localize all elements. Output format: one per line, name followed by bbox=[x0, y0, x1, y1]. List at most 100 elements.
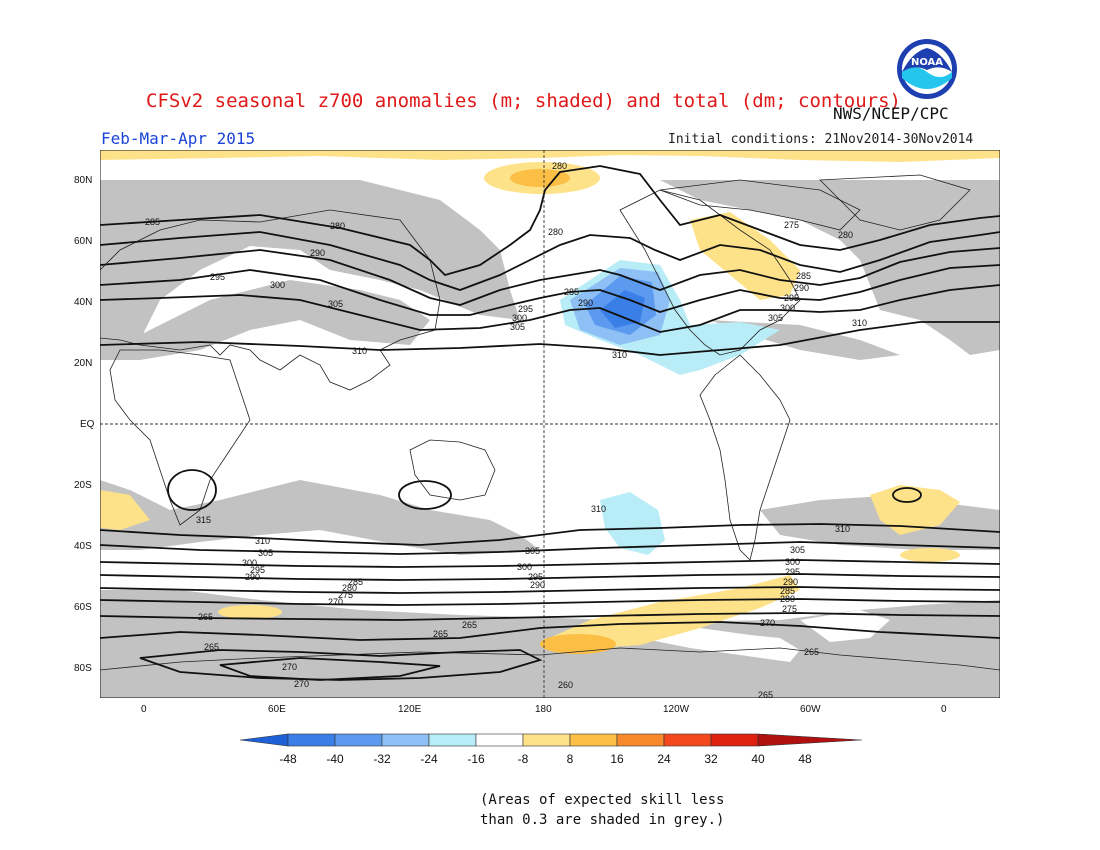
lat-label: 40S bbox=[74, 541, 92, 552]
noaa-logo: NOAA bbox=[897, 39, 957, 99]
z700-anomaly-map: 280 285 280 290 295 300 305 310 280 285 … bbox=[100, 150, 1000, 698]
contour-label-305-f: 305 bbox=[258, 548, 273, 558]
contour-label-290-b: 290 bbox=[578, 298, 593, 308]
colorbar-arrow-high bbox=[757, 733, 862, 747]
contour-label-280-b: 280 bbox=[548, 227, 563, 237]
contour-label-305: 305 bbox=[328, 299, 343, 309]
contour-label-285-c: 285 bbox=[796, 271, 811, 281]
colorbar-swatch bbox=[569, 733, 618, 747]
skill-footnote-line1: (Areas of expected skill less bbox=[480, 792, 725, 808]
contour-label-310-f: 310 bbox=[255, 536, 270, 546]
contour-label-295: 295 bbox=[210, 272, 225, 282]
contour-labels: 280 285 280 290 295 300 305 310 280 285 … bbox=[145, 161, 867, 698]
colorbar-label: 16 bbox=[610, 752, 624, 766]
lon-label: 120W bbox=[663, 704, 690, 715]
lon-label: 60E bbox=[268, 704, 286, 715]
contour-label-290-c: 290 bbox=[794, 283, 809, 293]
contour-label-290: 290 bbox=[310, 248, 325, 258]
contour-label-305-b: 305 bbox=[510, 322, 525, 332]
contour-label-290-g: 290 bbox=[530, 580, 545, 590]
colorbar-swatch bbox=[334, 733, 383, 747]
colorbar-label: -48 bbox=[279, 752, 297, 766]
contour-label-265-e: 265 bbox=[804, 647, 819, 657]
colorbar-swatch bbox=[616, 733, 665, 747]
contour-label-300-g: 300 bbox=[517, 562, 532, 572]
contour-label-300-h: 300 bbox=[785, 557, 800, 567]
contour-label-305-c: 305 bbox=[768, 313, 783, 323]
anomaly-colorbar: -48 -40 -32 -24 -16 -8 8 16 24 32 40 48 bbox=[240, 733, 862, 766]
contour-label-290-f: 290 bbox=[245, 572, 260, 582]
lat-label: 20N bbox=[74, 358, 93, 369]
contour-label-275: 275 bbox=[784, 220, 799, 230]
lon-label: 60W bbox=[800, 704, 821, 715]
contour-label-280: 280 bbox=[330, 221, 345, 231]
contour-label-305-h: 305 bbox=[790, 545, 805, 555]
agency-label: NWS/NCEP/CPC bbox=[833, 104, 949, 123]
contours bbox=[100, 165, 1000, 681]
contour-label-285-b: 285 bbox=[564, 287, 579, 297]
contour-label-280-h: 280 bbox=[780, 594, 795, 604]
colorbar-swatch bbox=[663, 733, 712, 747]
contour-label-300-c: 300 bbox=[780, 303, 795, 313]
colorbar-label: -32 bbox=[373, 752, 391, 766]
skill-footnote-line2: than 0.3 are shaded in grey.) bbox=[480, 812, 725, 828]
contour-label-285: 285 bbox=[145, 217, 160, 227]
colorbar-label: 48 bbox=[798, 752, 812, 766]
chart-title: CFSv2 seasonal z700 anomalies (m; shaded… bbox=[146, 90, 901, 112]
contour-label-275-h: 275 bbox=[782, 604, 797, 614]
lon-label: 0 bbox=[941, 704, 947, 715]
contour-label-300-f: 300 bbox=[242, 558, 257, 568]
lat-label: 20S bbox=[74, 480, 92, 491]
lat-label: 80S bbox=[74, 663, 92, 674]
lon-label: 0 bbox=[141, 704, 147, 715]
contour-label-295-h: 295 bbox=[785, 567, 800, 577]
lat-label: 60N bbox=[74, 236, 93, 247]
contour-label-265-a: 265 bbox=[198, 612, 213, 622]
coastlines bbox=[100, 174, 1000, 671]
contour-label-265-f: 265 bbox=[758, 690, 773, 698]
colorbar-swatch bbox=[710, 733, 759, 747]
contour-label-265-c: 265 bbox=[462, 620, 477, 630]
colorbar-swatch bbox=[428, 733, 477, 747]
contour-label-295-b: 295 bbox=[518, 304, 533, 314]
contour-label-285-h: 285 bbox=[780, 586, 795, 596]
lon-label: 120E bbox=[398, 704, 422, 715]
positive-anomalies bbox=[100, 150, 1000, 654]
colorbar-labels: -48 -40 -32 -24 -16 -8 8 16 24 32 40 48 bbox=[279, 752, 812, 766]
colorbar-swatch bbox=[381, 733, 430, 747]
contour-label-280-f: 280 bbox=[342, 583, 357, 593]
contour-label-310-d: 310 bbox=[591, 504, 606, 514]
contour-label-310-c: 310 bbox=[852, 318, 867, 328]
negative-anomalies bbox=[560, 260, 780, 555]
lat-label: 80N bbox=[74, 175, 93, 186]
contour-label-310-e: 310 bbox=[835, 524, 850, 534]
colorbar-label: 24 bbox=[657, 752, 671, 766]
colorbar-swatch bbox=[287, 733, 336, 747]
colorbar-label: -16 bbox=[467, 752, 485, 766]
contour-label-280-c: 280 bbox=[838, 230, 853, 240]
contour-label-300-b: 300 bbox=[512, 313, 527, 323]
contour-label-290-h: 290 bbox=[783, 577, 798, 587]
contour-label-270-i: 270 bbox=[282, 662, 297, 672]
contour-label-270-j: 270 bbox=[294, 679, 309, 689]
colorbar-swatches bbox=[240, 733, 862, 747]
lon-label: 180 bbox=[535, 704, 552, 715]
contour-label-270-h: 270 bbox=[760, 618, 775, 628]
contour-label-310-b: 310 bbox=[612, 350, 627, 360]
colorbar-label: 8 bbox=[567, 752, 574, 766]
colorbar-swatch bbox=[475, 733, 524, 747]
colorbar-label: -8 bbox=[518, 752, 529, 766]
initial-conditions: Initial conditions: 21Nov2014-30Nov2014 bbox=[668, 132, 974, 147]
contour-label-260: 260 bbox=[558, 680, 573, 690]
contour-label-300: 300 bbox=[270, 280, 285, 290]
lat-label: 60S bbox=[74, 602, 92, 613]
contour-label-315: 315 bbox=[196, 515, 211, 525]
contour-label-285-f: 285 bbox=[348, 577, 363, 587]
forecast-period: Feb-Mar-Apr 2015 bbox=[101, 129, 256, 148]
colorbar-swatch bbox=[522, 733, 571, 747]
lat-label: EQ bbox=[80, 419, 95, 430]
contour-label-305-g: 305 bbox=[525, 546, 540, 556]
contour-label-270-f: 270 bbox=[328, 597, 343, 607]
contour-label-265-b: 265 bbox=[433, 629, 448, 639]
contour-label-310: 310 bbox=[352, 346, 367, 356]
